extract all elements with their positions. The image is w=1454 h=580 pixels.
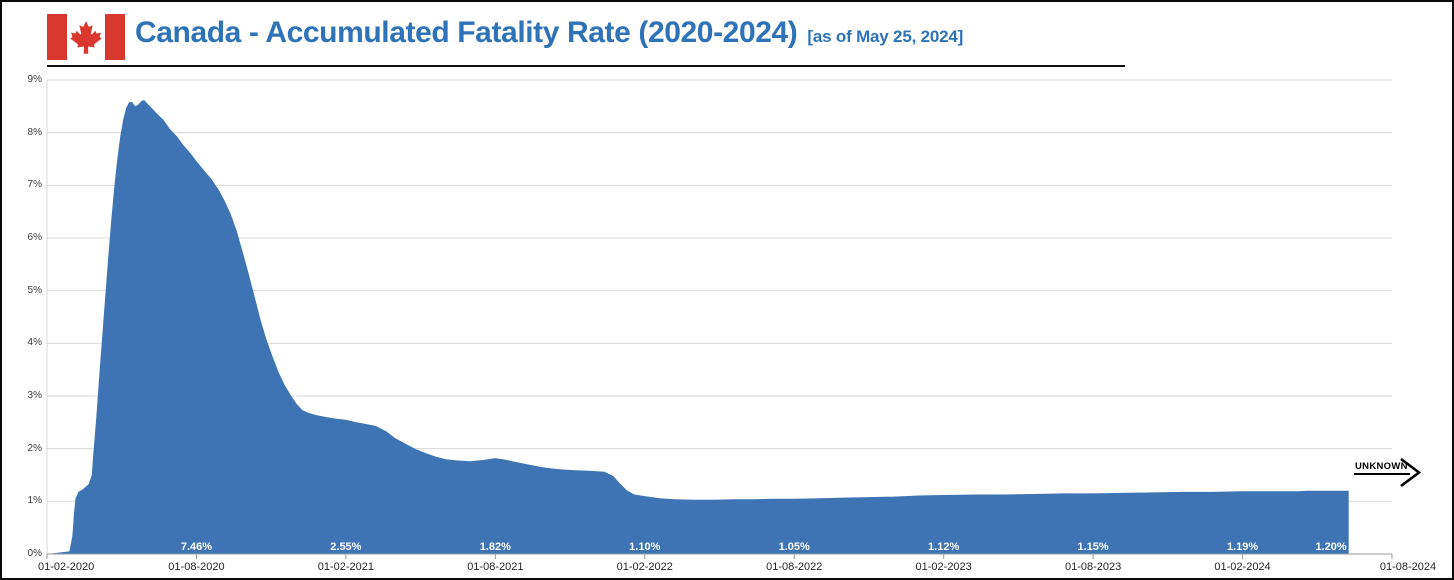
- area-series: [47, 100, 1349, 554]
- data-label: 7.46%: [180, 541, 213, 553]
- data-label: 1.10%: [629, 541, 661, 553]
- data-label: 1.15%: [1077, 541, 1109, 553]
- right-arrow-icon: [1400, 457, 1422, 488]
- unknown-label: UNKNOWN: [1355, 461, 1408, 472]
- x-axis-label: 01-02-2024: [1214, 561, 1271, 573]
- x-axis-label: 01-08-2021: [467, 561, 524, 573]
- page-title: Canada - Accumulated Fatality Rate (2020…: [135, 16, 798, 49]
- canada-flag-icon: [47, 14, 125, 60]
- x-axis-label: 01-08-2022: [766, 561, 823, 573]
- y-axis-label: 6%: [27, 232, 42, 243]
- data-label: 1.20%: [1315, 541, 1347, 553]
- data-label: 1.82%: [479, 541, 511, 553]
- x-axis-label: 01-08-2020: [168, 561, 225, 573]
- y-axis-label: 3%: [27, 390, 42, 401]
- y-axis-label: 8%: [27, 126, 42, 138]
- x-axis-label: 01-02-2023: [915, 561, 972, 573]
- y-axis-label: 9%: [27, 74, 42, 85]
- data-label: 1.05%: [778, 541, 810, 553]
- x-axis-label: 01-02-2020: [38, 561, 95, 573]
- data-label: 2.55%: [330, 541, 362, 553]
- y-axis-label: 0%: [27, 548, 42, 559]
- page-subtitle: [as of May 25, 2024]: [807, 27, 964, 46]
- x-axis-label: 01-02-2022: [616, 561, 673, 573]
- x-axis-label: 01-02-2021: [317, 561, 375, 573]
- unknown-annotation: UNKNOWN: [1354, 461, 1410, 475]
- maple-leaf-icon: [70, 20, 102, 54]
- data-label: 1.19%: [1226, 541, 1259, 553]
- y-axis-label: 4%: [27, 337, 42, 349]
- data-label: 1.12%: [928, 541, 960, 553]
- x-axis-label: 01-08-2024: [1379, 561, 1437, 573]
- y-axis-label: 5%: [27, 284, 42, 296]
- y-axis-label: 1%: [27, 495, 42, 507]
- y-axis-label: 2%: [27, 442, 42, 454]
- y-axis-label: 7%: [27, 179, 42, 191]
- x-axis-label: 01-08-2023: [1064, 561, 1122, 573]
- title-underline: [47, 65, 1125, 67]
- header: Canada - Accumulated Fatality Rate (2020…: [135, 16, 963, 50]
